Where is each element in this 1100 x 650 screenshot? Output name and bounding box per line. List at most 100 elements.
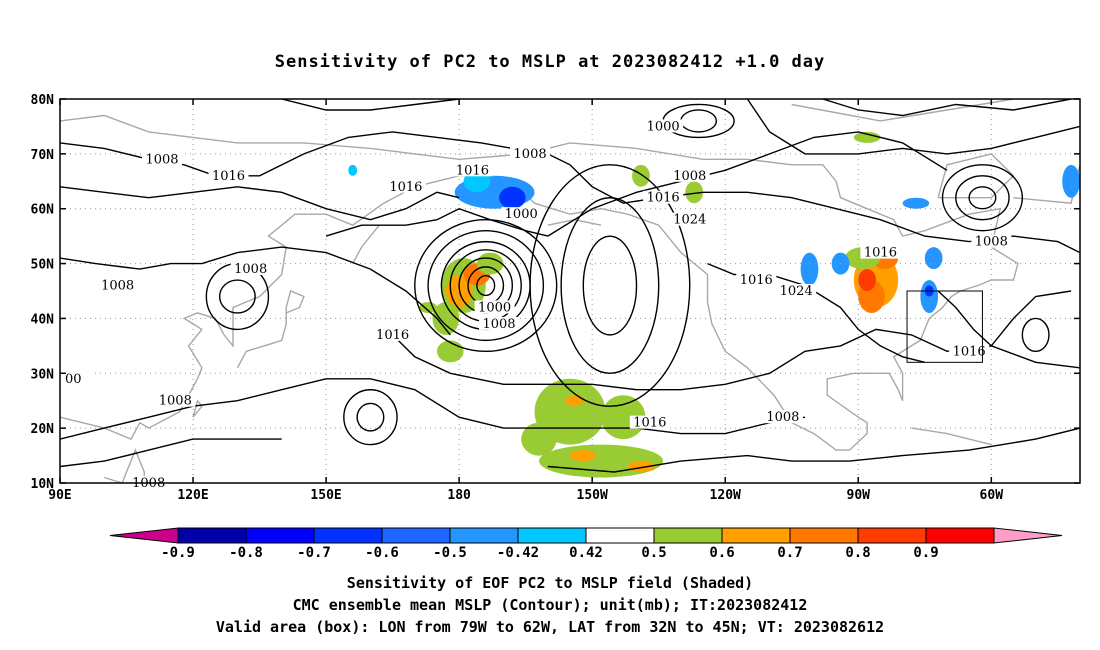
sensitivity-blob (924, 247, 943, 270)
lat-tick-label: 20N (31, 422, 55, 437)
contour-label: 1008 (673, 169, 706, 184)
isobar (60, 378, 806, 440)
coastline-segment (352, 224, 380, 264)
isobar (547, 427, 1080, 473)
isobar (746, 99, 1080, 155)
colorbar-swatch (313, 527, 383, 544)
contour-label: 1008 (101, 279, 134, 294)
lat-tick-label: 50N (31, 258, 55, 273)
contour-label: 1000 (478, 300, 511, 315)
colorbar-swatch (721, 527, 791, 544)
coastline-segment (791, 99, 1014, 122)
contour-label: 1016 (647, 191, 680, 206)
map-title: Sensitivity of PC2 to MSLP at 2023082412… (274, 52, 826, 72)
coastline-segment (192, 399, 203, 418)
contour-label-bg (452, 163, 493, 177)
colorbar-label: -0.8 (229, 545, 263, 561)
contour-label-bg (860, 245, 901, 259)
contour-label-bg (479, 316, 520, 330)
contour-label: 1000 (647, 119, 680, 134)
contour-label-bg (142, 152, 182, 166)
contour-label-bg (669, 212, 710, 226)
colorbar-label: -0.6 (365, 545, 399, 561)
caption-line-1: Sensitivity of EOF PC2 to MSLP field (Sh… (346, 574, 754, 592)
caption-line-2: CMC ensemble mean MSLP (Contour); unit(m… (292, 596, 808, 614)
lat-tick-label: 60N (31, 203, 55, 218)
sensitivity-blob (920, 280, 939, 313)
colorbar-label: -0.42 (497, 545, 539, 561)
caption: Sensitivity of EOF PC2 to MSLP field (Sh… (0, 572, 1100, 638)
colorbar-left-arrow (109, 527, 179, 544)
contour-label-bg (230, 262, 271, 276)
contour-label: 1024 (780, 284, 813, 299)
colorbar-swatch (449, 527, 519, 544)
contour-label: 1008 (234, 262, 267, 277)
isobar (680, 109, 718, 133)
isobar (476, 274, 496, 297)
map-frame (59, 98, 1081, 484)
contour-label-bg (736, 273, 777, 287)
contour-label-bg (776, 284, 817, 297)
sensitivity-blob (902, 197, 930, 209)
contour-label-bg (949, 344, 990, 358)
valid-area-box (906, 290, 983, 363)
lon-tick-label: 90W (847, 488, 871, 503)
colorbar-swatch (789, 527, 859, 544)
contour-label: 00 (65, 372, 82, 387)
colorbar-swatch (245, 527, 315, 544)
sensitivity-blob (632, 164, 650, 187)
sensitivity-blob (858, 269, 876, 291)
lon-tick-label: 150W (577, 488, 608, 503)
isobar (60, 438, 282, 468)
lat-tick-label: 80N (31, 93, 55, 108)
contour-label: 1008 (159, 394, 192, 409)
sensitivity-blob (1062, 164, 1080, 198)
contour-label-bg (510, 146, 551, 160)
colorbar-label: -0.9 (161, 545, 195, 561)
colorbar-label: 0.9 (913, 545, 938, 561)
sensitivity-blob (800, 252, 819, 286)
sensitivity-blob (853, 131, 881, 143)
sensitivity-shading (348, 131, 1080, 478)
contour-label: 1016 (389, 180, 422, 195)
colorbar-label: 0.6 (709, 545, 734, 561)
contour-label: 1016 (633, 416, 666, 431)
lat-tick-label: 40N (31, 312, 55, 327)
isobar (218, 279, 256, 314)
contour-label-bg (643, 190, 684, 204)
isobar (560, 197, 660, 374)
contour-label-bg (53, 371, 94, 385)
sensitivity-blob (570, 450, 597, 462)
isobar (60, 186, 460, 221)
lon-tick-label: 120E (177, 488, 208, 503)
colorbar-swatch (857, 527, 927, 544)
contour-label-bg (501, 207, 542, 221)
contour-label: 1008 (145, 152, 178, 167)
contour-label: 1016 (456, 163, 489, 178)
lat-tick-label: 30N (31, 367, 55, 382)
colorbar-label: 0.7 (777, 545, 802, 561)
sensitivity-blob (419, 301, 437, 313)
contour-labels: 1008 1016 1016 1016 1008 1000 1016 1024 1000 1008… (53, 119, 1012, 491)
sensitivity-blob (521, 422, 557, 456)
contour-label-bg (372, 327, 413, 341)
isobar (582, 235, 638, 336)
map-border (59, 98, 1081, 484)
lat-tick-label: 10N (31, 477, 55, 492)
contour-label: 1016 (212, 169, 245, 184)
isobar (822, 99, 1072, 117)
isobar (937, 290, 1072, 347)
colorbar: -0.9 -0.8 -0.7 -0.6 -0.5 -0.42 0.42 0.5 0.6 0.7 0.… (109, 527, 1063, 561)
coastline-segment (104, 448, 145, 483)
contour-label-bg (474, 300, 515, 314)
contour-label-bg (629, 415, 670, 429)
isobar (414, 218, 558, 353)
isobar (955, 175, 1010, 221)
lon-tick-label: 180 (447, 488, 471, 503)
isobar (356, 402, 385, 432)
contour-label: 1024 (673, 213, 706, 228)
isobar (281, 99, 460, 111)
colorbar-label: -0.5 (433, 545, 467, 561)
